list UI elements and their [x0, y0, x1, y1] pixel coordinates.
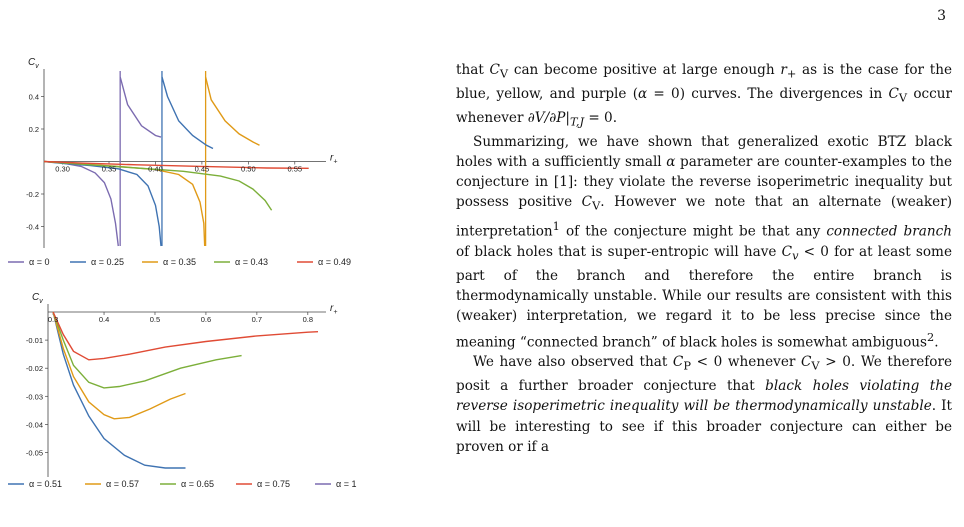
legend-label: α = 0.35: [163, 257, 196, 267]
series-line: [43, 160, 206, 247]
series-line: [52, 311, 186, 469]
x-tick-label: 0.8: [303, 315, 313, 324]
y-tick-label: -0.04: [26, 420, 43, 429]
paragraph-1: that CV can become positive at large eno…: [456, 62, 953, 129]
chart-2: [8, 304, 331, 485]
x-tick-label: 0.30: [55, 165, 70, 174]
series-line: [161, 76, 214, 150]
x-axis-label-sub: +: [333, 309, 337, 316]
series-line: [52, 311, 242, 389]
legend-label: α = 0.49: [318, 257, 351, 267]
y-axis-label: Cv: [32, 292, 43, 305]
x-tick-label: 0.50: [241, 165, 256, 174]
x-tick-label: 0.7: [252, 315, 262, 324]
y-tick-label: 0.2: [29, 125, 39, 134]
y-axis-label: Cv: [28, 57, 39, 70]
series-line: [52, 311, 186, 420]
y-tick-label: -0.05: [26, 449, 43, 458]
x-tick-label: 0.55: [287, 165, 302, 174]
y-tick-label: 0.4: [29, 93, 39, 102]
legend-label: α = 0.51: [29, 479, 62, 489]
x-axis-label: r+: [330, 303, 337, 316]
paragraph-3: We have also observed that CP < 0 whenev…: [456, 354, 952, 455]
x-axis-label-sub: +: [333, 159, 337, 166]
figure-heat-capacity-plots: Cv r+ 0.4 0.2 -0.2 -0.4 0.30 0.35 0.40 0.45 0.50 0.…: [8, 57, 356, 489]
footnote-ref-1: 1: [552, 219, 560, 234]
series-line: [204, 76, 260, 146]
legend-label: α = 0.57: [106, 479, 139, 489]
legend-label: α = 0.75: [257, 479, 290, 489]
x-tick-label: 0.45: [195, 165, 210, 174]
legend-label: α = 0.43: [235, 257, 268, 267]
y-tick-label: -0.02: [26, 364, 43, 373]
legend-label: α = 0.25: [91, 257, 124, 267]
body-text-column: that CV can become positive at large eno…: [456, 60, 952, 457]
y-axis-label-sub: v: [39, 298, 43, 305]
series-line: [43, 160, 273, 211]
chart-1: [8, 69, 326, 263]
x-tick-label: 0.5: [150, 315, 160, 324]
series-line: [119, 76, 162, 138]
x-tick-label: 0.35: [102, 165, 117, 174]
footnote-ref-2: 2: [927, 329, 935, 344]
y-tick-label: -0.2: [26, 190, 39, 199]
x-tick-label: 0.40: [148, 165, 163, 174]
x-tick-label: 0.6: [201, 315, 211, 324]
x-tick-label: 0.3: [48, 315, 58, 324]
paragraph-2: Summarizing, we have shown that generali…: [456, 133, 952, 351]
series-line: [43, 160, 119, 247]
series-line: [43, 160, 309, 169]
y-axis-label-sub: v: [35, 63, 39, 70]
x-axis-label: r+: [330, 153, 337, 166]
series-line: [52, 311, 319, 361]
y-tick-label: -0.01: [26, 336, 43, 345]
series-line: [43, 160, 162, 247]
legend-label: α = 0: [29, 257, 49, 267]
x-tick-label: 0.4: [99, 315, 109, 324]
legend-label: α = 0.65: [181, 479, 214, 489]
y-tick-label: -0.03: [26, 392, 43, 401]
page-number: 3: [937, 8, 946, 24]
y-tick-label: -0.4: [26, 223, 39, 232]
legend-label: α = 1: [336, 479, 356, 489]
